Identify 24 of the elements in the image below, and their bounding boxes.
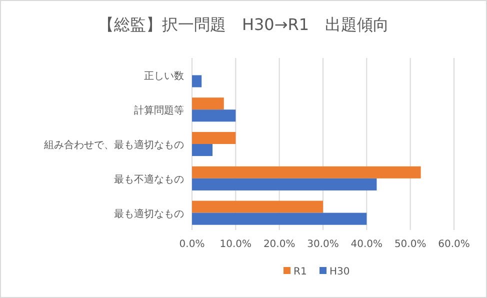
- y-tick-label: 最も不適なもの: [114, 173, 184, 186]
- x-tick-label: 20.0%: [263, 239, 296, 250]
- x-tick-label: 10.0%: [220, 239, 252, 250]
- bar: [192, 110, 236, 122]
- bar: [192, 166, 421, 178]
- chart-title: 【総監】択一問題 H30→R1 出題傾向: [98, 15, 390, 34]
- y-tick-label: 正しい数: [144, 71, 184, 82]
- y-tick-label: 組み合わせで、最も適切なもの: [43, 139, 184, 151]
- bar: [192, 178, 377, 190]
- x-tick-label: 50.0%: [394, 239, 426, 250]
- bar: [192, 132, 236, 144]
- bar: [192, 144, 213, 156]
- bar: [192, 75, 202, 88]
- y-tick-label: 計算問題等: [134, 104, 184, 117]
- legend-label: H30: [330, 266, 350, 278]
- legend-label: R1: [294, 266, 307, 278]
- x-tick-label: 40.0%: [350, 239, 383, 250]
- bar: [192, 200, 323, 213]
- y-tick-label: 最も適切なもの: [114, 208, 184, 220]
- x-tick-label: 0.0%: [179, 239, 205, 250]
- bar: [192, 98, 224, 110]
- bar: [192, 212, 367, 225]
- x-tick-label: 30.0%: [307, 239, 339, 250]
- x-tick-label: 60.0%: [438, 239, 470, 250]
